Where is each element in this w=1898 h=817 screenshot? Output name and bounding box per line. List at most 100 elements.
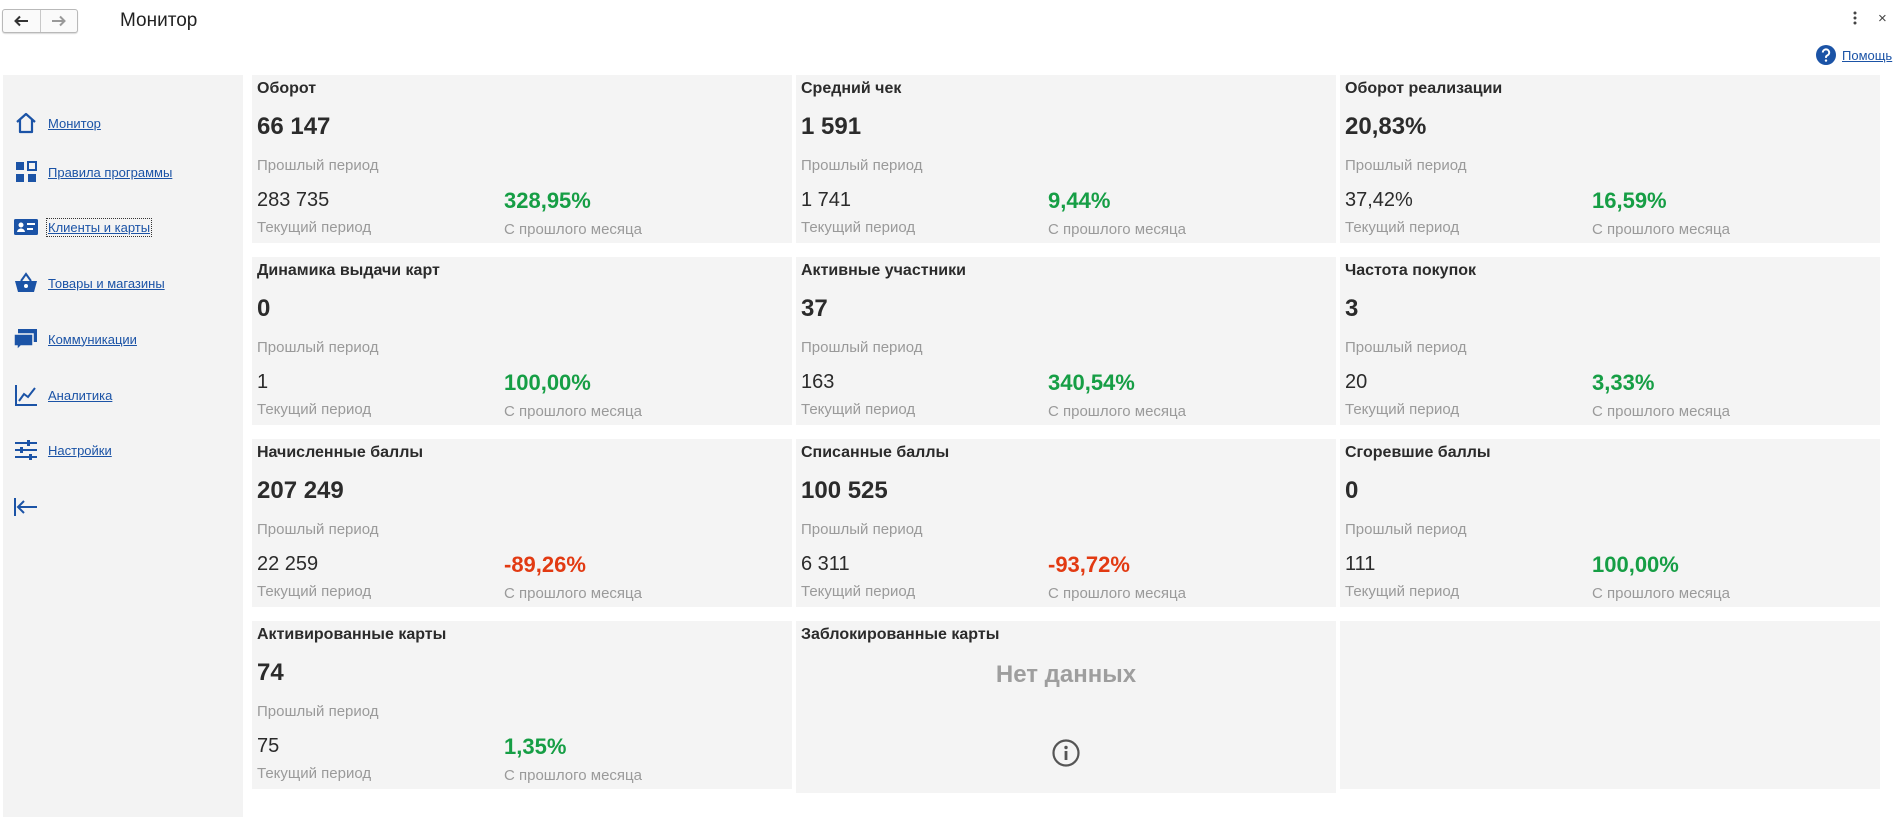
card-title: Активированные карты [257, 626, 447, 643]
card-current-value: 1 [257, 371, 269, 393]
help-link[interactable]: Помощь [1815, 44, 1892, 66]
card-title: Заблокированные карты [801, 626, 1000, 643]
sidebar-item-goods[interactable]: Товары и магазины [13, 268, 165, 298]
id-card-icon [14, 219, 38, 235]
card-title: Средний чек [801, 80, 902, 97]
sidebar-item-settings[interactable]: Настройки [13, 435, 112, 465]
metric-card-turnover: Оборот 66 147 Прошлый период 283 735 Тек… [252, 75, 792, 243]
card-title: Частота покупок [1345, 262, 1477, 279]
card-delta: 100,00% [1592, 552, 1679, 577]
sidebar-item-label: Правила программы [48, 164, 173, 180]
card-period-label: Прошлый период [801, 521, 923, 538]
card-value: 3 [1345, 295, 1359, 322]
card-value: 0 [257, 295, 271, 322]
card-period-label: Текущий период [257, 401, 372, 418]
card-current-value: 37,42% [1345, 189, 1413, 211]
card-period-label: Прошлый период [257, 157, 379, 174]
card-delta: -89,26% [504, 552, 586, 577]
history-nav [2, 9, 78, 33]
metric-card-activated-cards: Активированные карты 74 Прошлый период 7… [252, 621, 792, 789]
chat-icon [13, 329, 37, 352]
sliders-icon [15, 440, 37, 460]
card-period-label: Текущий период [257, 583, 372, 600]
info-icon[interactable] [1051, 738, 1081, 768]
collapse-arrow-icon [14, 498, 37, 516]
metric-card-card-issuance: Динамика выдачи карт 0 Прошлый период 1 … [252, 257, 792, 425]
card-current-value: 6 311 [801, 553, 850, 575]
metric-card-purchase-frequency: Частота покупок 3 Прошлый период 20 Теку… [1340, 257, 1880, 425]
sidebar-item-label: Монитор [48, 115, 101, 131]
card-period-label: Текущий период [801, 401, 916, 418]
more-vertical-icon [1853, 11, 1857, 25]
card-delta: 1,35% [504, 734, 567, 759]
metric-card-sales-turnover: Оборот реализации 20,83% Прошлый период … [1340, 75, 1880, 243]
sidebar: Монитор Правила программы Клиенты и карт… [3, 75, 243, 817]
sidebar-item-clients[interactable]: Клиенты и карты [13, 212, 153, 242]
card-delta-label: С прошлого месяца [1048, 585, 1186, 602]
basket-icon [15, 272, 37, 292]
card-period-label: Прошлый период [257, 339, 379, 356]
sidebar-collapse-button[interactable] [13, 492, 39, 522]
card-period-label: Текущий период [1345, 219, 1460, 236]
card-delta-label: С прошлого месяца [1592, 221, 1730, 238]
card-title: Сгоревшие баллы [1345, 444, 1491, 461]
forward-button[interactable] [39, 10, 78, 32]
card-delta-label: С прошлого месяца [504, 585, 642, 602]
chart-line-icon [15, 385, 37, 406]
card-value: 207 249 [257, 477, 344, 504]
card-value: 74 [257, 659, 284, 686]
card-delta-label: С прошлого месяца [1048, 403, 1186, 420]
card-period-label: Прошлый период [257, 521, 379, 538]
card-delta-label: С прошлого месяца [1048, 221, 1186, 238]
more-button[interactable] [1853, 11, 1857, 30]
card-period-label: Текущий период [1345, 401, 1460, 418]
metric-card-average-check: Средний чек 1 591 Прошлый период 1 741 Т… [796, 75, 1336, 243]
card-delta: 9,44% [1048, 188, 1111, 213]
card-period-label: Прошлый период [1345, 521, 1467, 538]
card-period-label: Текущий период [801, 219, 916, 236]
sidebar-item-rules[interactable]: Правила программы [13, 157, 172, 187]
sidebar-item-communications[interactable]: Коммуникации [13, 324, 137, 354]
card-delta: 328,95% [504, 188, 591, 213]
apps-grid-icon [16, 161, 37, 182]
empty-card-slot [1340, 621, 1880, 789]
card-value: 37 [801, 295, 828, 322]
sidebar-item-label: Настройки [48, 442, 112, 458]
card-current-value: 20 [1345, 371, 1368, 393]
card-value: 66 147 [257, 113, 331, 140]
card-title: Оборот реализации [1345, 80, 1503, 97]
card-delta-label: С прошлого месяца [1592, 403, 1730, 420]
card-delta-label: С прошлого месяца [504, 221, 642, 238]
card-value: 1 591 [801, 113, 862, 140]
card-current-value: 283 735 [257, 189, 330, 211]
page-title: Монитор [120, 10, 198, 31]
help-label: Помощь [1842, 47, 1893, 63]
back-button[interactable] [3, 10, 40, 32]
card-period-label: Прошлый период [801, 157, 923, 174]
sidebar-item-analytics[interactable]: Аналитика [13, 380, 112, 410]
card-current-value: 111 [1345, 553, 1376, 575]
card-period-label: Прошлый период [257, 703, 379, 720]
metric-card-accrued-points: Начисленные баллы 207 249 Прошлый период… [252, 439, 792, 607]
arrow-right-icon [51, 15, 66, 27]
sidebar-item-label: Коммуникации [48, 331, 137, 347]
sidebar-item-monitor[interactable]: Монитор [13, 108, 101, 138]
card-value: 100 525 [801, 477, 888, 504]
card-value: 20,83% [1345, 113, 1427, 140]
card-delta: -93,72% [1048, 552, 1130, 577]
card-delta: 100,00% [504, 370, 591, 395]
sidebar-item-label: Аналитика [48, 387, 113, 403]
arrow-left-icon [14, 15, 29, 27]
card-title: Списанные баллы [801, 444, 950, 461]
card-current-value: 75 [257, 735, 280, 757]
card-delta-label: С прошлого месяца [1592, 585, 1730, 602]
card-title: Начисленные баллы [257, 444, 424, 461]
card-period-label: Прошлый период [1345, 157, 1467, 174]
card-current-value: 22 259 [257, 553, 319, 575]
card-period-label: Текущий период [1345, 583, 1460, 600]
close-button[interactable]: × [1878, 10, 1887, 28]
top-bar: Монитор × [0, 0, 1898, 42]
card-delta: 16,59% [1592, 188, 1667, 213]
card-period-label: Текущий период [257, 219, 372, 236]
card-value: 0 [1345, 477, 1359, 504]
